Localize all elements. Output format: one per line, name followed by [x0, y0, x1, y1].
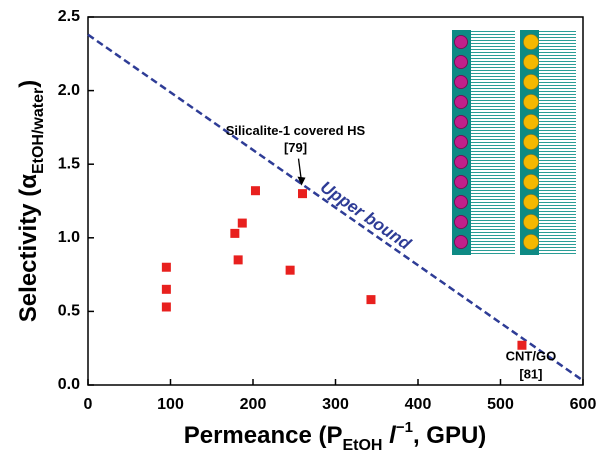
x-tick-label: 400: [405, 396, 432, 413]
x-label-part: , GPU): [413, 422, 486, 449]
x-label-part: −1: [396, 419, 413, 436]
x-tick-label: 0: [84, 396, 93, 413]
x-label-part: Permeance (P: [184, 422, 343, 449]
x-tick-label: 100: [157, 396, 184, 413]
pore-particle: [523, 234, 539, 250]
data-point: [285, 265, 295, 275]
data-point: [298, 189, 307, 199]
y-label-part: EtOH/water: [30, 88, 47, 174]
pore-particle: [523, 54, 539, 70]
annotation: [79]: [284, 140, 307, 155]
annotation: Silicalite-1 covered HS: [226, 123, 366, 138]
pore-particle: [454, 95, 468, 109]
annotation: [81]: [519, 367, 542, 382]
x-tick-label: 600: [570, 396, 597, 413]
upper-bound-line: [87, 33, 584, 382]
pore-particle: [523, 74, 539, 90]
y-tick-label: 2.0: [58, 82, 80, 99]
membrane-illustration: [452, 30, 576, 255]
pore-particle: [523, 214, 539, 230]
y-axis-label: Selectivity (αEtOH/water): [15, 80, 46, 322]
x-label-part: EtOH: [342, 437, 382, 452]
pore-particle: [523, 174, 539, 190]
y-tick-label: 0.0: [58, 376, 80, 393]
pore-particle: [523, 154, 539, 170]
pore-particle: [523, 134, 539, 150]
pore-particle: [523, 34, 539, 50]
pore-particle: [454, 115, 468, 129]
annotation-arrowhead: [297, 176, 306, 186]
x-label-part: l: [382, 422, 397, 449]
x-tick-label: 500: [487, 396, 514, 413]
pore-particle: [454, 135, 468, 149]
pore-particle: [454, 215, 468, 229]
y-tick-label: 1.0: [58, 229, 80, 246]
data-point: [250, 186, 260, 196]
annotation: CNT/GO: [506, 349, 557, 364]
data-point: [233, 255, 243, 265]
y-tick-label: 2.5: [58, 8, 80, 25]
pore-particle: [454, 235, 468, 249]
y-tick-label: 0.5: [58, 303, 80, 320]
pore-particle: [454, 75, 468, 89]
data-point: [237, 218, 247, 228]
pore-particle: [454, 55, 468, 69]
pore-particle: [523, 194, 539, 210]
pore-particle: [523, 94, 539, 110]
pore-particle: [454, 155, 468, 169]
pore-particle: [454, 35, 468, 49]
x-tick-label: 200: [240, 396, 267, 413]
y-label-part: ): [15, 80, 42, 88]
data-point: [161, 302, 171, 312]
bound-label: Upper bound: [317, 177, 415, 254]
pore-particle: [454, 175, 468, 189]
x-tick-label: 300: [322, 396, 349, 413]
data-point: [366, 295, 376, 305]
y-tick-label: 1.5: [58, 155, 80, 172]
data-point: [161, 284, 171, 294]
y-label-part: Selectivity (α: [15, 174, 42, 322]
pore-particle: [523, 114, 539, 130]
data-point: [517, 340, 527, 350]
pore-particle: [454, 195, 468, 209]
x-axis-label: Permeance (PEtOH l−1, GPU): [184, 419, 487, 452]
data-point: [230, 228, 240, 238]
data-point: [161, 262, 171, 272]
